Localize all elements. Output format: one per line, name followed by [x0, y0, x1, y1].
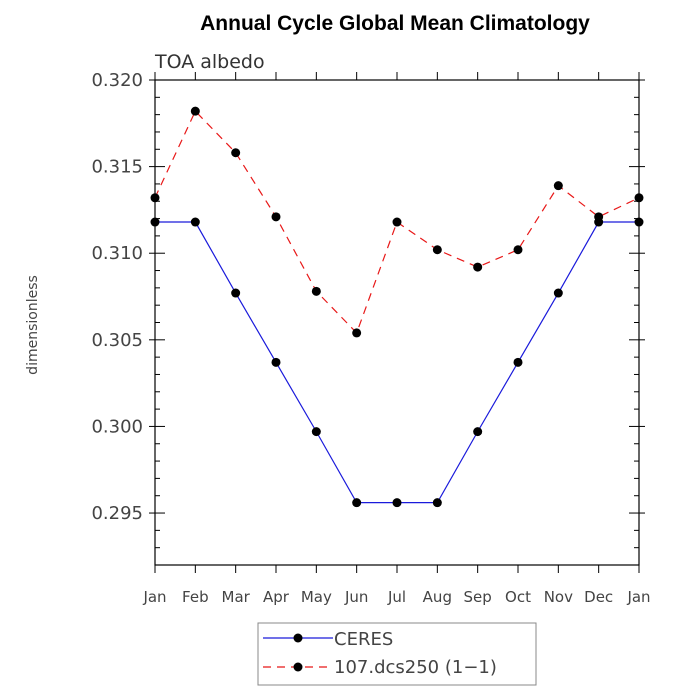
data-point-series-0 — [553, 288, 563, 298]
x-tick-label: May — [301, 588, 332, 606]
data-point-series-1 — [271, 212, 281, 222]
data-point-series-1 — [432, 245, 442, 255]
y-tick-label: 0.310 — [91, 243, 143, 264]
data-point-series-1 — [594, 212, 604, 222]
data-point-series-0 — [190, 217, 200, 227]
data-point-series-0 — [513, 357, 523, 367]
y-axis-label: dimensionless — [25, 275, 41, 375]
data-point-series-1 — [190, 106, 200, 116]
x-axis: Jan Feb Mar Apr May Jun Jul Aug Sep Oct Nov Dec Jan — [142, 72, 651, 606]
x-tick-label: Dec — [584, 588, 613, 606]
data-point-series-0 — [473, 427, 483, 437]
legend-label-ceres: CERES — [334, 629, 393, 650]
x-tick-label: Jan — [626, 588, 650, 606]
data-point-series-1 — [311, 286, 321, 296]
data-point-series-1 — [634, 193, 644, 203]
chart-title: Annual Cycle Global Mean Climatology — [200, 12, 590, 35]
data-point-series-0 — [271, 357, 281, 367]
x-tick-label: Oct — [505, 588, 531, 606]
data-point-series-0 — [392, 498, 402, 508]
data-point-series-1 — [231, 148, 241, 158]
x-tick-label: Nov — [544, 588, 573, 606]
y-tick-label: 0.305 — [91, 330, 143, 351]
y-tick-label: 0.320 — [91, 70, 143, 91]
legend-marker-model — [293, 662, 303, 672]
data-point-series-0 — [231, 288, 241, 298]
data-point-series-0 — [432, 498, 442, 508]
data-point-series-0 — [311, 427, 321, 437]
x-tick-label: Apr — [263, 588, 290, 606]
data-point-series-1 — [150, 193, 160, 203]
series-layer — [150, 106, 644, 508]
y-tick-label: 0.300 — [91, 416, 143, 437]
x-tick-label: Jun — [344, 588, 368, 606]
x-tick-label: Mar — [222, 588, 251, 606]
x-tick-label: Feb — [182, 588, 209, 606]
data-point-series-0 — [634, 217, 644, 227]
legend-box — [257, 622, 537, 686]
y-axis: 0.295 0.300 0.305 0.310 0.315 0.320 — [91, 70, 645, 566]
legend-marker-ceres — [293, 633, 303, 643]
data-point-series-0 — [150, 217, 160, 227]
chart-subtitle: TOA albedo — [154, 51, 265, 73]
y-tick-label: 0.315 — [91, 157, 143, 178]
data-point-series-1 — [473, 262, 483, 272]
x-tick-label: Jul — [387, 588, 406, 606]
x-tick-label: Sep — [464, 588, 492, 606]
y-tick-label: 0.295 — [91, 503, 143, 524]
data-point-series-1 — [352, 328, 362, 338]
legend-label-model: 107.dcs250 (1−1) — [334, 657, 497, 678]
plot-frame — [154, 79, 640, 566]
x-tick-label: Aug — [423, 588, 452, 606]
series-line-0 — [155, 221, 639, 504]
legend: CERES 107.dcs250 (1−1) — [257, 622, 537, 686]
data-point-series-0 — [352, 498, 362, 508]
data-point-series-1 — [553, 181, 563, 191]
data-point-series-1 — [513, 245, 523, 255]
data-point-series-1 — [392, 217, 402, 227]
x-tick-label: Jan — [142, 588, 166, 606]
